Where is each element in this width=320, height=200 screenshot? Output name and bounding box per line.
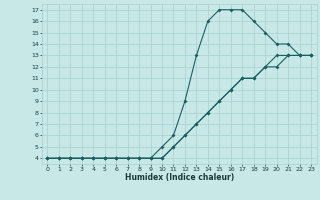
X-axis label: Humidex (Indice chaleur): Humidex (Indice chaleur) xyxy=(124,173,234,182)
